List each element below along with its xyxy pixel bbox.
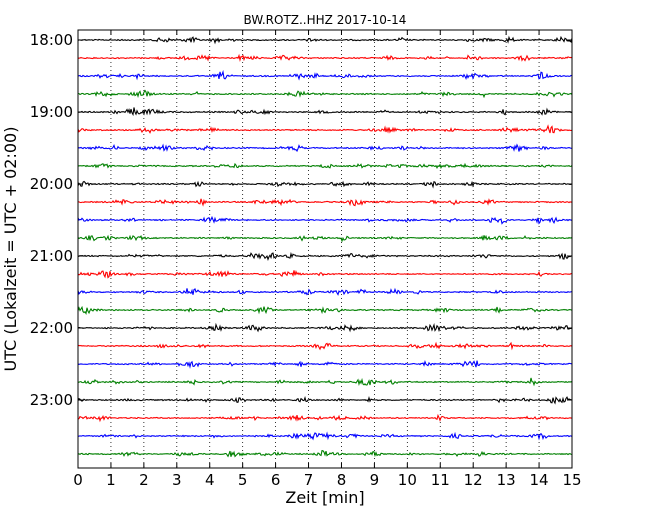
trace-row-2 xyxy=(77,53,573,63)
trace-row-3 xyxy=(77,69,573,81)
trace-row-14 xyxy=(77,270,573,279)
x-tick-label: 3 xyxy=(172,471,182,489)
grid-lines xyxy=(110,30,540,468)
y-axis-ticks: 18:00 19:00 20:00 21:00 22:00 23:00 xyxy=(30,31,572,409)
trace-row-13 xyxy=(77,251,573,262)
x-axis-ticks: 0 1 2 3 4 5 6 7 8 9 10 11 12 13 14 15 xyxy=(73,30,582,489)
y-tick-label: 20:00 xyxy=(30,175,73,193)
trace-row-24 xyxy=(77,449,573,458)
trace-row-9 xyxy=(77,180,573,189)
x-tick-label: 14 xyxy=(530,471,549,489)
y-tick-label: 21:00 xyxy=(30,247,73,265)
y-tick-label: 22:00 xyxy=(30,319,73,337)
trace-row-5 xyxy=(77,107,573,117)
trace-row-18 xyxy=(77,341,573,351)
x-tick-label: 1 xyxy=(106,471,116,489)
trace-row-11 xyxy=(77,215,573,225)
trace-row-23 xyxy=(77,431,573,441)
y-tick-label: 23:00 xyxy=(30,391,73,409)
trace-row-7 xyxy=(77,143,573,153)
trace-row-20 xyxy=(77,377,573,387)
y-tick-label: 18:00 xyxy=(30,31,73,49)
trace-row-16 xyxy=(77,305,573,316)
x-tick-label: 7 xyxy=(304,471,314,489)
plot-frame xyxy=(77,29,573,469)
chart-title: BW.ROTZ..HHZ 2017-10-14 xyxy=(244,13,407,27)
x-tick-label: 5 xyxy=(238,471,248,489)
seismogram-traces xyxy=(77,35,573,458)
x-tick-label: 6 xyxy=(271,471,281,489)
trace-row-8 xyxy=(77,162,573,170)
trace-row-22 xyxy=(77,413,573,423)
x-tick-label: 13 xyxy=(497,471,516,489)
trace-row-21 xyxy=(77,395,573,405)
x-axis-label: Zeit [min] xyxy=(285,488,364,507)
trace-row-4 xyxy=(77,89,573,99)
y-tick-label: 19:00 xyxy=(30,103,73,121)
trace-row-6 xyxy=(77,124,573,134)
trace-row-15 xyxy=(77,287,573,296)
x-tick-label: 15 xyxy=(562,471,581,489)
x-tick-label: 4 xyxy=(205,471,215,489)
x-tick-label: 2 xyxy=(139,471,149,489)
x-tick-label: 11 xyxy=(431,471,450,489)
trace-row-10 xyxy=(77,198,573,207)
x-tick-label: 10 xyxy=(398,471,417,489)
y-axis-label: UTC (Lokalzeit = UTC + 02:00) xyxy=(1,127,20,372)
x-tick-label: 8 xyxy=(337,471,347,489)
trace-row-19 xyxy=(77,360,573,369)
x-tick-label: 0 xyxy=(73,471,83,489)
trace-row-1 xyxy=(77,35,573,45)
x-tick-label: 12 xyxy=(464,471,483,489)
trace-row-12 xyxy=(77,234,573,243)
trace-row-17 xyxy=(77,322,573,333)
x-tick-label: 9 xyxy=(370,471,380,489)
